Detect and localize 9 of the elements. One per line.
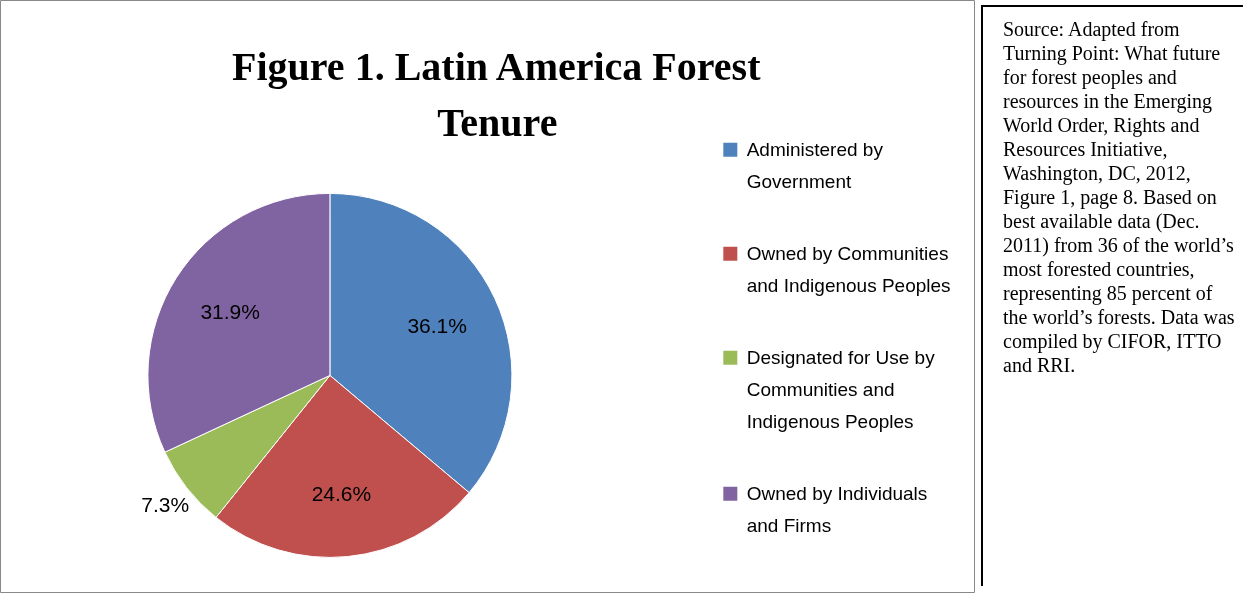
- legend-label: Owned by Individuals and Firms: [746, 483, 928, 537]
- data-label: 31.9%: [200, 300, 260, 324]
- legend-label: Owned by Communities and Indigenous Peoples: [746, 243, 951, 297]
- legend-label: Designated for Use by Communities and Indigenous Peoples: [746, 347, 936, 433]
- legend-label: Administered by Government: [746, 139, 884, 193]
- data-label: 7.3%: [141, 493, 190, 517]
- text: Source: Adapted from Turning Point: What future for forest peoples and resources in the Emerging World Order, Rights and Resources Initiative, Washington, DC, 2012, Figure 1, page 8. Based on best available data (Dec. 2011) from 36 of the world’s most forested countries, representing 85 percent of the world’s forests. Data was compiled by CIFOR, ITTO and RRI.: [1003, 18, 1235, 376]
- data-label: 36.1%: [407, 314, 467, 338]
- data-label: 24.6%: [311, 481, 372, 505]
